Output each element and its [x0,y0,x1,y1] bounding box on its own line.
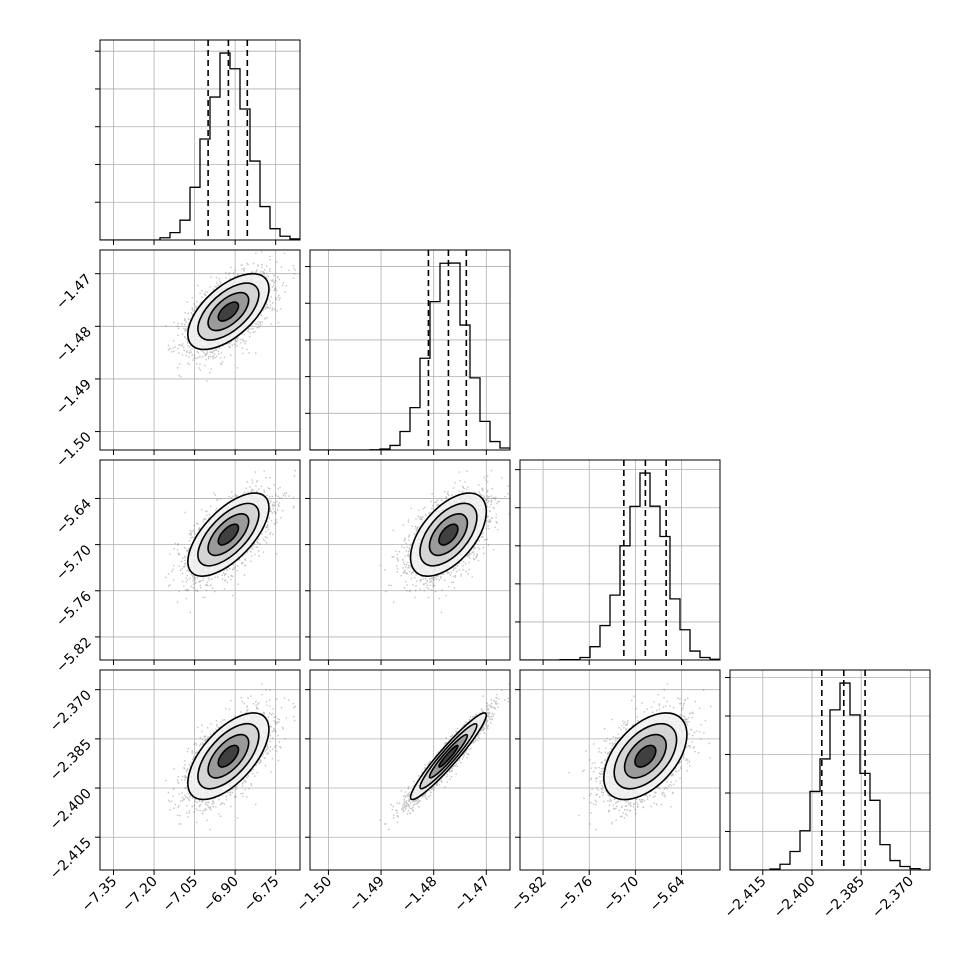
x-tick-label: −1.47 [451,874,493,916]
y-tick-label: −2.385 [47,736,95,784]
panel-1-1 [305,249,511,455]
panel-3-1: −1.50 −1.49 −1.48 −1.47 [294,669,511,916]
panel-content [310,250,510,450]
contour-1 [207,291,250,332]
panel-frame [309,669,511,871]
panel-content [310,670,510,870]
panel-content [310,460,510,660]
x-tick-label: −2.385 [820,874,868,922]
contour-0 [217,744,240,768]
contour-2 [197,282,260,341]
contour-0 [634,744,657,768]
density-fill-3 [218,302,239,322]
x-tick-label: −5.64 [647,873,689,915]
x-tick-label: −1.50 [294,874,336,916]
y-tick-label: −5.70 [53,542,95,584]
panel-3-2: −5.82 −5.76 −5.70 −5.64 [508,669,721,916]
density-fill-3 [438,745,458,768]
panel-frame [99,39,301,241]
x-tick-label: −2.370 [869,874,917,922]
panel-frame [519,669,721,871]
x-tick-label: −7.05 [160,874,202,916]
panel-3-3: −2.415 −2.400 −2.385 −2.370 [722,669,931,922]
contour-3 [187,272,270,351]
panel-2-0: −5.82−5.76−5.70−5.64 [53,459,301,676]
contour-0 [438,523,459,546]
panel-frame [99,669,301,871]
y-tick-label: −1.47 [53,271,95,313]
contour-3 [187,712,270,801]
contour-2 [613,722,678,790]
x-tick-label: −1.48 [399,874,441,916]
panel-content [520,670,720,870]
panel-frame [99,249,301,451]
contour-1 [428,513,469,557]
contour-3 [187,492,270,577]
contour-2 [419,502,478,567]
panel-3-0: −7.35−7.20−7.05−6.90−6.75−2.415−2.400−2.… [47,669,301,916]
histogram-param-2 [520,472,720,660]
panel-content [730,670,930,870]
contour-1 [207,513,250,557]
contour-2 [197,722,260,790]
y-tick-label: −5.82 [53,634,95,676]
contour-2 [197,502,260,567]
y-tick-label: −1.50 [53,429,95,471]
contour-3 [409,712,488,801]
x-tick-label: −5.82 [508,874,550,916]
histogram-param-3 [730,682,930,870]
x-tick-label: −5.70 [601,874,643,916]
panel-content [100,460,300,660]
x-tick-label: −6.75 [241,874,283,916]
panel-frame [519,459,721,661]
y-tick-label: −5.64 [53,496,95,538]
contour-1 [623,733,667,779]
panel-2-1 [305,459,511,665]
panel-frame [309,249,511,451]
panel-1-0: −1.50 −1.49 −1.48 −1.47 [53,249,301,471]
x-tick-label: −2.415 [722,874,770,922]
density-fill-3 [635,745,656,768]
y-tick-label: −2.415 [47,835,95,883]
density-fill-3 [438,524,458,545]
panel-0-0 [95,39,301,245]
contour-0 [438,744,459,768]
contour-2 [419,722,478,790]
panel-frame [309,459,511,661]
contour-1 [207,733,250,779]
x-tick-label: −7.35 [79,874,121,916]
x-tick-label: −2.400 [771,874,819,922]
y-tick-label: −2.370 [47,687,95,735]
y-tick-label: −5.76 [53,588,95,630]
density-fill-3 [218,524,239,545]
density-fill-3 [218,745,239,768]
histogram-param-0 [100,52,300,240]
x-tick-label: −1.49 [346,874,388,916]
panel-2-2 [515,459,721,665]
contour-0 [217,523,240,546]
y-tick-label: −1.48 [53,324,95,366]
contour-3 [603,712,688,801]
panel-content [100,40,300,240]
contour-0 [217,301,240,322]
y-tick-label: −2.400 [47,786,95,834]
contour-1 [428,733,469,779]
contour-3 [409,492,488,577]
panel-frame [729,669,931,871]
x-tick-label: −7.20 [119,874,161,916]
panel-content [100,670,300,870]
panel-content [520,460,720,660]
y-tick-label: −1.49 [53,376,95,418]
x-tick-label: −5.76 [554,873,596,915]
x-tick-label: −6.90 [200,874,242,916]
histogram-param-1 [310,262,510,450]
panel-content [100,250,300,450]
panel-frame [99,459,301,661]
